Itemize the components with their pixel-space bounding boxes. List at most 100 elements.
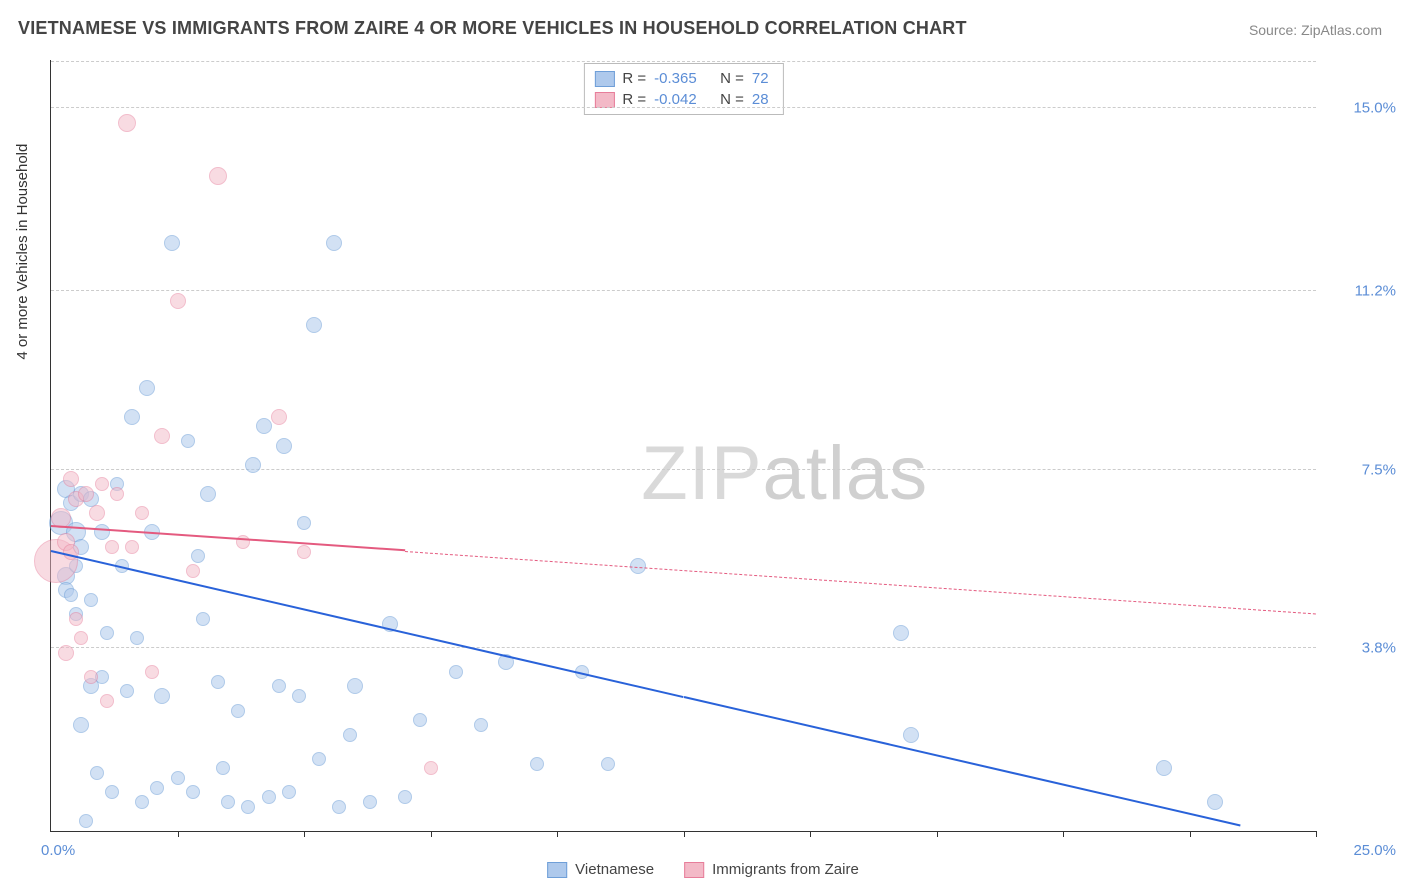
n-value: 72 (752, 68, 769, 89)
data-point (69, 612, 83, 626)
data-point (601, 757, 615, 771)
watermark-bold: ZIP (641, 431, 762, 516)
data-point (100, 626, 114, 640)
data-point (292, 689, 306, 703)
data-point (63, 471, 79, 487)
data-point (154, 428, 170, 444)
xtick (1316, 831, 1317, 837)
data-point (398, 790, 412, 804)
data-point (893, 625, 909, 641)
data-point (424, 761, 438, 775)
data-point (326, 235, 342, 251)
data-point (78, 486, 94, 502)
watermark-thin: atlas (763, 431, 929, 516)
data-point (95, 477, 109, 491)
data-point (211, 675, 225, 689)
legend-label: Immigrants from Zaire (712, 861, 859, 878)
plot-area: ZIPatlas R =-0.365N =72R =-0.042N =28 0.… (50, 60, 1316, 832)
data-point (130, 631, 144, 645)
gridline (51, 290, 1316, 291)
data-point (530, 757, 544, 771)
legend-swatch (684, 862, 704, 878)
data-point (100, 694, 114, 708)
data-point (256, 418, 272, 434)
data-point (282, 785, 296, 799)
data-point (89, 505, 105, 521)
data-point (125, 540, 139, 554)
legend-item: Vietnamese (547, 861, 654, 878)
data-point (84, 670, 98, 684)
data-point (150, 781, 164, 795)
data-point (474, 718, 488, 732)
data-point (413, 713, 427, 727)
ytick-label: 7.5% (1326, 461, 1396, 478)
data-point (312, 752, 326, 766)
gridline (51, 469, 1316, 470)
series-legend: Vietnamese Immigrants from Zaire (547, 861, 859, 878)
trend-line (683, 696, 1240, 827)
data-point (58, 645, 74, 661)
data-point (164, 235, 180, 251)
data-point (231, 704, 245, 718)
correlation-chart: VIETNAMESE VS IMMIGRANTS FROM ZAIRE 4 OR… (0, 0, 1406, 892)
trend-line (405, 551, 1316, 614)
data-point (145, 665, 159, 679)
legend-label: Vietnamese (575, 861, 654, 878)
legend-swatch (547, 862, 567, 878)
data-point (186, 564, 200, 578)
xtick (937, 831, 938, 837)
data-point (272, 679, 286, 693)
data-point (84, 593, 98, 607)
data-point (449, 665, 463, 679)
data-point (276, 438, 292, 454)
data-point (110, 487, 124, 501)
data-point (170, 293, 186, 309)
xtick (1063, 831, 1064, 837)
data-point (171, 771, 185, 785)
data-point (297, 545, 311, 559)
data-point (74, 631, 88, 645)
data-point (154, 688, 170, 704)
ytick-label: 3.8% (1326, 639, 1396, 656)
data-point (347, 678, 363, 694)
gridline (51, 61, 1316, 62)
n-label: N = (720, 68, 744, 89)
data-point (241, 800, 255, 814)
data-point (135, 506, 149, 520)
data-point (209, 167, 227, 185)
source-attribution: Source: ZipAtlas.com (1249, 22, 1382, 38)
data-point (105, 785, 119, 799)
gridline (51, 107, 1316, 108)
data-point (216, 761, 230, 775)
r-value: -0.365 (654, 68, 712, 89)
data-point (118, 114, 136, 132)
data-point (262, 790, 276, 804)
xtick (557, 831, 558, 837)
data-point (332, 800, 346, 814)
data-point (135, 795, 149, 809)
xtick (810, 831, 811, 837)
legend-item: Immigrants from Zaire (684, 861, 859, 878)
data-point (73, 717, 89, 733)
xtick (1190, 831, 1191, 837)
data-point (120, 684, 134, 698)
data-point (1207, 794, 1223, 810)
chart-title: VIETNAMESE VS IMMIGRANTS FROM ZAIRE 4 OR… (18, 18, 967, 39)
y-axis-label: 4 or more Vehicles in Household (14, 144, 31, 360)
data-point (1156, 760, 1172, 776)
r-label: R = (622, 68, 646, 89)
data-point (139, 380, 155, 396)
data-point (221, 795, 235, 809)
xtick (684, 831, 685, 837)
data-point (271, 409, 287, 425)
data-point (245, 457, 261, 473)
data-point (181, 434, 195, 448)
origin-label: 0.0% (41, 842, 75, 859)
data-point (297, 516, 311, 530)
xtick (304, 831, 305, 837)
data-point (306, 317, 322, 333)
xmax-label: 25.0% (1326, 842, 1396, 859)
ytick-label: 15.0% (1326, 100, 1396, 117)
data-point (186, 785, 200, 799)
data-point (196, 612, 210, 626)
